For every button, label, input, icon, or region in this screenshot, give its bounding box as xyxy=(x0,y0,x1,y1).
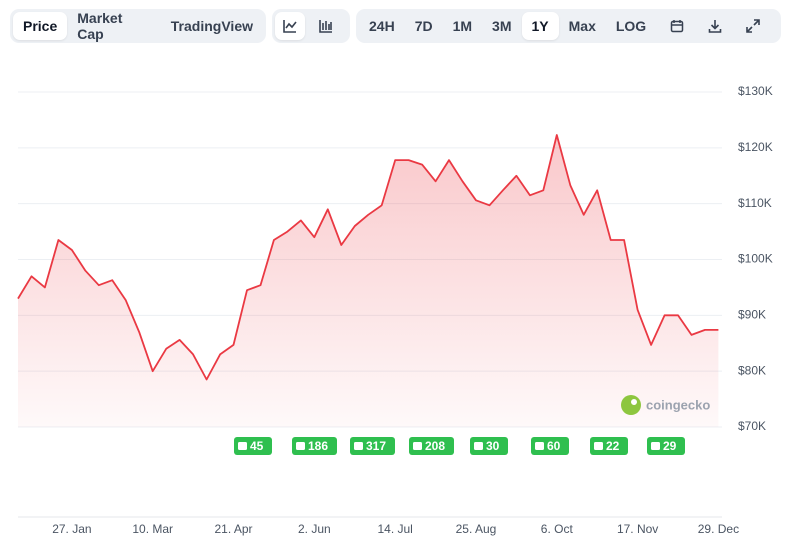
badge-bg xyxy=(292,437,337,455)
y-tick-label: $70K xyxy=(738,419,766,433)
badge-bg xyxy=(409,437,454,455)
y-tick-label: $90K xyxy=(738,308,766,322)
watermark: coingecko xyxy=(621,395,710,415)
badge-icon xyxy=(474,442,483,450)
badge-icon xyxy=(354,442,363,450)
x-tick-label: 10. Mar xyxy=(132,522,173,536)
fullscreen-button[interactable] xyxy=(738,12,768,40)
badge-label: 22 xyxy=(606,439,620,453)
badge-bg xyxy=(470,437,508,455)
x-tick-label: 6. Oct xyxy=(541,522,574,536)
candle-chart-button[interactable] xyxy=(311,12,341,40)
view-button[interactable]: TradingView xyxy=(170,18,253,34)
event-badge: 22 xyxy=(590,437,628,455)
y-tick-label: $100K xyxy=(738,252,773,266)
view-button[interactable]: Market Cap xyxy=(77,10,123,42)
x-tick-label: 17. Nov xyxy=(617,522,658,536)
download-icon xyxy=(708,20,722,33)
range-button[interactable]: 1M xyxy=(452,18,473,34)
badge-icon xyxy=(296,442,305,450)
badge-bg xyxy=(350,437,395,455)
badge-bg xyxy=(531,437,569,455)
view-group: Price Market Cap TradingView xyxy=(10,9,266,43)
chart-type-group xyxy=(272,9,350,43)
y-tick-label: $80K xyxy=(738,363,766,377)
y-tick-label: $110K xyxy=(738,196,772,210)
area xyxy=(18,135,719,427)
event-badge: 317 xyxy=(350,437,395,455)
range-button[interactable]: 1Y xyxy=(521,12,559,40)
badge-icon xyxy=(413,442,422,450)
range-button[interactable]: 3M xyxy=(492,18,512,34)
event-badge: 29 xyxy=(647,437,685,455)
line-icon xyxy=(283,20,297,33)
x-tick-label: 2. Jun xyxy=(298,522,331,536)
badge-icon xyxy=(594,442,603,450)
badge-label: 208 xyxy=(425,439,445,453)
badge-icon xyxy=(238,442,247,450)
event-badge: 30 xyxy=(470,437,508,455)
x-tick-label: 14. Jul xyxy=(377,522,412,536)
event-badge: 60 xyxy=(531,437,569,455)
range-button[interactable]: 7D xyxy=(414,18,433,34)
badge-icon xyxy=(535,442,544,450)
badge-label: 30 xyxy=(486,439,500,453)
range-button[interactable]: 24H xyxy=(369,18,395,34)
calendar-icon xyxy=(670,20,684,33)
badge-label: 29 xyxy=(663,439,677,453)
badge-bg xyxy=(647,437,685,455)
price-line xyxy=(17,134,719,381)
view-button[interactable]: Price xyxy=(13,12,68,40)
calendar-button[interactable] xyxy=(662,12,692,40)
badge-label: 60 xyxy=(547,439,561,453)
watermark-text: coingecko xyxy=(646,397,710,412)
x-tick-label: 21. Apr xyxy=(215,522,253,536)
candle-icon xyxy=(319,20,332,33)
x-tick-label: 25. Aug xyxy=(456,522,497,536)
badge-bg xyxy=(590,437,628,455)
badge-icon xyxy=(651,442,660,450)
range-group: 24H 7D 1M 3M 1Y Max LOG xyxy=(356,9,781,43)
y-tick-label: $120K xyxy=(738,140,773,154)
badge-bg xyxy=(234,437,272,455)
x-tick-label: 29. Dec xyxy=(698,522,739,536)
badge-label: 317 xyxy=(366,439,386,453)
y-tick-label: $130K xyxy=(738,84,773,98)
line-chart-button[interactable] xyxy=(275,12,305,40)
range-button[interactable]: LOG xyxy=(615,18,647,34)
badge-label: 186 xyxy=(308,439,328,453)
download-button[interactable] xyxy=(700,12,730,40)
x-tick-label: 27. Jan xyxy=(52,522,91,536)
range-button[interactable]: Max xyxy=(568,18,596,34)
event-badge: 45 xyxy=(234,437,272,455)
event-badge: 208 xyxy=(409,437,454,455)
event-badge: 186 xyxy=(292,437,337,455)
fullscreen-icon xyxy=(746,19,761,33)
badge-label: 45 xyxy=(250,439,264,453)
